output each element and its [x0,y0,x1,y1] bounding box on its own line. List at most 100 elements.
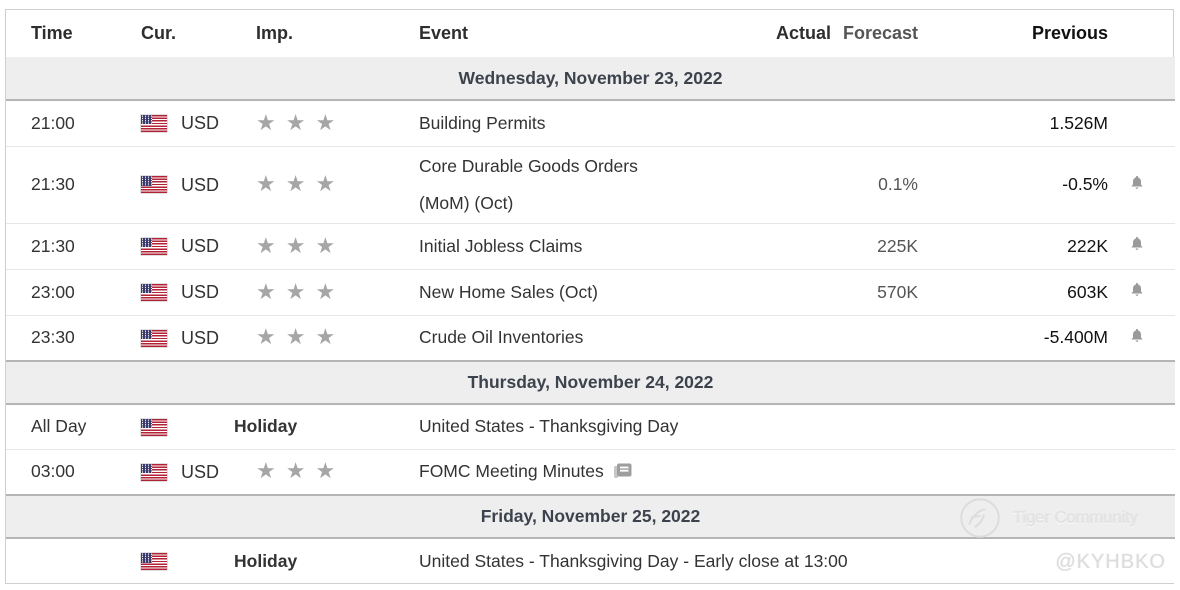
us-flag-icon [141,283,167,301]
event-name[interactable]: Crude Oil Inventories [419,327,584,348]
currency-code: USD [181,235,220,256]
us-flag-icon [141,419,167,437]
importance-cell [234,100,394,146]
currency-code: USD [181,174,220,195]
us-flag-icon [141,463,167,481]
us-flag-icon [141,115,167,133]
us-flag-icon [141,237,167,255]
economic-calendar-table: Time Cur. Imp. Event Actual Forecast Pre… [5,9,1175,584]
event-time: All Day [31,416,87,437]
currency-cell: USD [116,448,234,495]
star-icon [286,281,306,303]
star-icon [256,326,276,348]
holiday-label: Holiday [234,416,298,437]
column-header-importance: Imp. [256,23,294,43]
previous-value: 222K [931,222,1121,269]
holiday-label: Holiday [234,550,298,571]
star-icon [286,235,306,257]
importance-cell [234,268,394,315]
event-name[interactable]: Building Permits [419,112,546,133]
star-icon [315,235,335,257]
actual-value [746,100,836,146]
column-header-currency: Cur. [141,23,177,43]
alert-bell-icon[interactable] [1129,174,1145,191]
importance-cell [234,222,394,269]
currency-cell: USD [116,222,234,269]
column-header-actual: Actual [775,23,831,43]
star-icon [286,460,306,482]
event-time [6,538,116,583]
alert-cell [1121,268,1175,315]
forecast-value [836,100,931,146]
star-icon [256,173,276,195]
event-row: 23:30 USD Crude Oil Inventories -5.400M [6,314,1175,361]
currency-code: USD [181,113,220,134]
star-icon [256,281,276,303]
actual-value [746,268,836,315]
event-time: 03:00 [6,448,116,495]
alert-cell [1121,314,1175,361]
event-name[interactable]: United States - Thanksgiving Day - Early… [419,550,848,571]
star-icon [256,460,276,482]
event-time: 21:30 [6,222,116,269]
forecast-value: 225K [836,222,931,269]
star-icon [315,281,335,303]
event-cell: United States - Thanksgiving Day - Early… [394,538,1175,583]
previous-value: -0.5% [931,145,1121,223]
column-header-forecast: Forecast [842,23,918,43]
star-icon [286,173,306,195]
importance-cell [234,145,394,223]
event-row: 21:30 USD Initial Jobless Claims 225K 22… [6,222,1175,269]
star-icon [256,235,276,257]
event-cell: New Home Sales (Oct) [394,268,746,315]
star-icon [286,326,306,348]
event-name[interactable]: FOMC Meeting Minutes [419,461,604,482]
currency-code: USD [181,281,220,302]
previous-value: 603K [931,268,1121,315]
holiday-row: Holiday United States - Thanksgiving Day… [6,538,1175,583]
event-time: 21:00 [31,112,75,133]
alert-cell [1121,222,1175,269]
alert-bell-icon[interactable] [1129,327,1145,344]
event-time: 23:30 [6,314,116,361]
actual-value [746,314,836,361]
event-cell: FOMC Meeting Minutes [394,448,1175,495]
currency-cell: USD [116,268,234,315]
minutes-report-icon[interactable] [613,463,632,479]
currency-cell [116,404,234,449]
currency-cell: USD [116,100,234,146]
column-header-previous: Previous [1031,23,1108,43]
actual-value [746,145,836,223]
star-icon [315,112,335,134]
event-name[interactable]: Initial Jobless Claims [419,235,583,256]
event-name[interactable]: Core Durable Goods Orders (MoM) (Oct) [419,155,638,213]
forecast-value: 0.1% [836,145,931,223]
currency-cell: USD [116,145,234,223]
date-header: Wednesday, November 23, 2022 [6,57,1175,101]
date-header: Thursday, November 24, 2022 [6,360,1175,405]
star-icon [315,460,335,482]
actual-value [746,222,836,269]
date-header: Friday, November 25, 2022 [6,494,1175,539]
event-row: 21:00 USD Building Permits 1.526M [6,100,1175,146]
alert-bell-icon[interactable] [1129,281,1145,298]
star-icon [315,326,335,348]
alert-cell [1121,145,1175,223]
star-icon [315,173,335,195]
previous-value: -5.400M [931,314,1121,361]
event-row: 23:00 USD New Home Sales (Oct) 570K 603K [6,268,1175,315]
previous-value: 1.526M [1049,112,1108,133]
alert-bell-icon[interactable] [1129,235,1145,252]
us-flag-icon [141,553,167,571]
star-icon [286,112,306,134]
column-header-event: Event [419,23,469,43]
event-time: 21:30 [6,145,116,223]
event-time: 23:00 [6,268,116,315]
event-row: 21:30 USD Core Durable Goods Orders (MoM… [6,145,1175,223]
column-header-time: Time [31,23,73,43]
forecast-value: 570K [836,268,931,315]
event-row: 03:00 USD FOMC Meeting Minutes [6,448,1175,495]
event-name[interactable]: United States - Thanksgiving Day [419,416,679,437]
importance-cell [234,314,394,361]
event-name[interactable]: New Home Sales (Oct) [419,281,598,302]
